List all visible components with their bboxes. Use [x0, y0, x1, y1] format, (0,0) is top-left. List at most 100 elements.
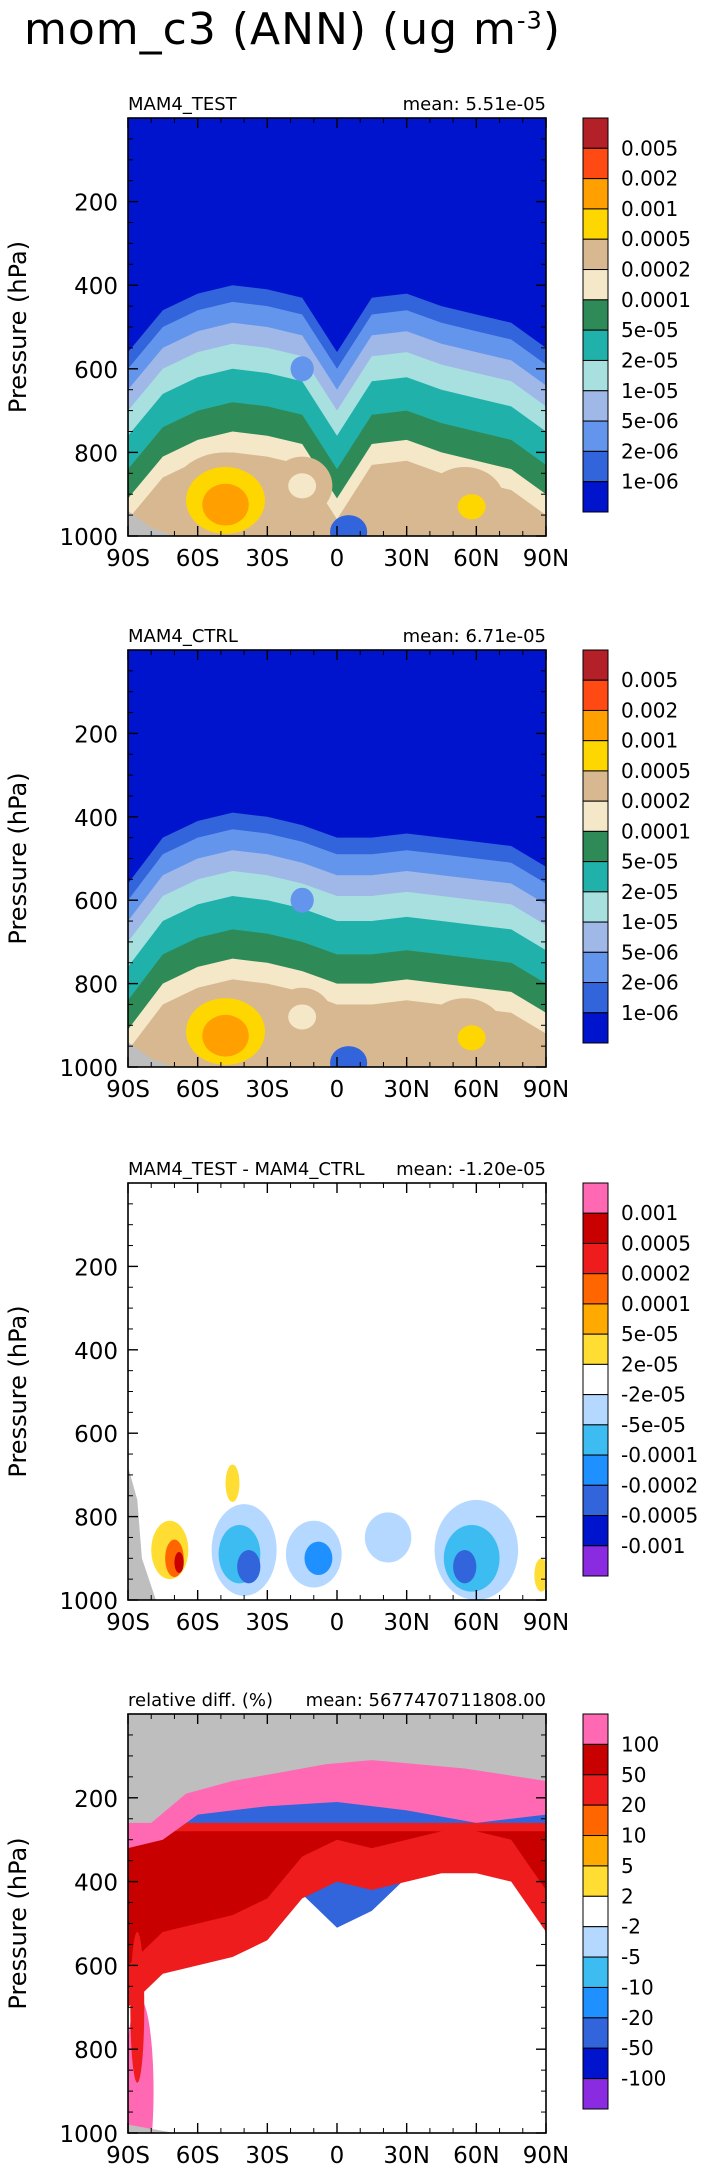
colorbar-label: 5e-05 [621, 1322, 679, 1346]
figure-title: mom_c3 (ANN) (ug m-3) [24, 4, 561, 55]
panel-1-field [128, 118, 546, 536]
colorbar-swatch [582, 1713, 609, 1745]
colorbar-label: 100 [621, 1732, 659, 1756]
x-tick-label: 0 [330, 2143, 345, 2169]
y-tick-label: 200 [74, 191, 118, 217]
y-tick-label: 400 [74, 806, 118, 832]
pos-anom-4 [174, 1552, 184, 1573]
colorbar-label: -0.0002 [621, 1473, 698, 1497]
panel-mean: mean: -1.20e-05 [396, 1159, 546, 1180]
colorbar-label: 5e-06 [621, 940, 679, 964]
core-eq [330, 1046, 368, 1067]
panel-title: relative diff. (%) [128, 1690, 273, 1711]
colorbar-label: -20 [621, 2006, 654, 2030]
colorbar-swatch [582, 1484, 609, 1517]
colorbar-swatch [582, 1394, 609, 1426]
core-sh2-inner [288, 473, 317, 499]
colorbar-label: 1e-06 [621, 1001, 679, 1025]
core-sh-inner [202, 483, 249, 526]
y-tick-label: 1000 [59, 1589, 118, 1615]
colorbar-label: 2e-06 [621, 439, 679, 463]
edge-red [130, 1931, 145, 2083]
colorbar-swatch [582, 1545, 609, 1577]
neg-anom-9 [453, 1549, 477, 1584]
colorbar-label: 0.0005 [621, 227, 691, 251]
x-tick-label: 30S [245, 1077, 289, 1103]
x-tick-label: 60S [176, 1610, 220, 1636]
y-axis-title: Pressure (hPa) [4, 241, 32, 413]
panel-mean: mean: 5677470711808.00 [306, 1690, 546, 1711]
colorbar-swatch [582, 1424, 609, 1456]
colorbar-swatch [582, 208, 609, 240]
panel-mean: mean: 6.71e-05 [403, 626, 546, 647]
x-tick-label: 30S [245, 546, 289, 572]
colorbar-swatch [582, 1515, 609, 1547]
y-tick-label: 400 [74, 1339, 118, 1365]
colorbar-swatch [582, 238, 609, 271]
x-tick-label: 0 [330, 546, 345, 572]
band-dark-red [128, 1831, 546, 1966]
figure-title-exponent: -3 [516, 6, 543, 35]
colorbar-label: -2e-05 [621, 1383, 686, 1407]
colorbar-label: -5e-05 [621, 1413, 686, 1437]
colorbar-swatch [582, 921, 609, 953]
colorbar-swatch [582, 1242, 609, 1275]
colorbar-swatch [582, 2047, 609, 2080]
x-tick-label: 30S [245, 1610, 289, 1636]
colorbar-swatch [582, 800, 609, 832]
y-tick-label: 800 [74, 2038, 118, 2064]
colorbar-swatch [582, 951, 609, 984]
colorbar-label: 0.001 [621, 1201, 678, 1225]
colorbar-label: 5 [621, 1854, 634, 1878]
colorbar-swatch [582, 1182, 609, 1214]
y-tick-label: 600 [74, 1422, 118, 1448]
neg-anom-6 [364, 1512, 412, 1563]
x-tick-label: 90N [523, 546, 569, 572]
neg-anom-3 [237, 1549, 261, 1584]
y-tick-label: 200 [74, 1787, 118, 1813]
colorbar-label: 2e-06 [621, 971, 679, 995]
colorbar-label: -0.0001 [621, 1443, 698, 1467]
panel-4-field [128, 1714, 546, 2133]
y-tick-label: 800 [74, 973, 118, 999]
x-tick-label: 30N [383, 546, 429, 572]
colorbar-label: 0.002 [621, 698, 678, 722]
colorbar-swatch [582, 269, 609, 301]
colorbar-label: 0.002 [621, 167, 678, 191]
colorbar-swatch [582, 450, 609, 483]
x-tick-label: 60N [453, 1077, 499, 1103]
core-eq [330, 515, 368, 536]
colorbar-swatch [582, 359, 609, 392]
x-tick-label: 30N [383, 1610, 429, 1636]
colorbar-swatch [582, 1363, 609, 1396]
colorbar-label: 1e-06 [621, 470, 679, 494]
core-nh-inner [457, 494, 486, 520]
y-tick-label: 600 [74, 1954, 118, 1980]
pos-anom-1 [225, 1464, 240, 1503]
y-tick-label: 800 [74, 441, 118, 467]
missing-data-top [128, 1714, 546, 1823]
colorbar-label: 10 [621, 1824, 646, 1848]
colorbar-swatch [582, 329, 609, 361]
y-tick-label: 1000 [59, 1056, 118, 1082]
colorbar-label: 0.0001 [621, 1292, 691, 1316]
colorbar-swatch [582, 1454, 609, 1486]
y-axis-title: Pressure (hPa) [4, 1305, 32, 1477]
colorbar-label: -10 [621, 1975, 654, 1999]
colorbar-swatch [582, 390, 609, 422]
colorbar-label: 0.0002 [621, 1262, 691, 1286]
colorbar-label: -5 [621, 1945, 641, 1969]
colorbar-swatch [582, 1743, 609, 1776]
colorbar-swatch [582, 2017, 609, 2049]
colorbar-label: 5e-05 [621, 318, 679, 342]
x-tick-label: 90S [106, 1077, 150, 1103]
y-tick-label: 800 [74, 1506, 118, 1532]
x-tick-label: 60N [453, 546, 499, 572]
colorbar-swatch [582, 679, 609, 711]
colorbar-swatch [582, 982, 609, 1014]
mid-blob [290, 356, 314, 382]
